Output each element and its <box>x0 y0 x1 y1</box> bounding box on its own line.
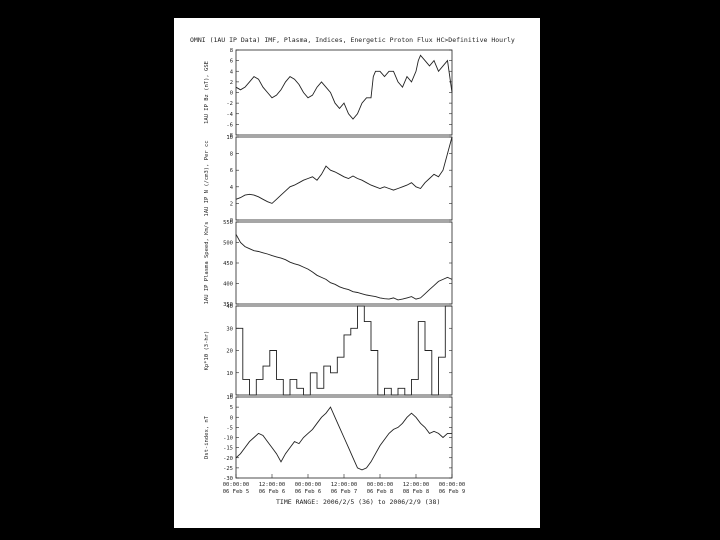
y-tick-label: 500 <box>223 241 233 247</box>
y-tick-label: 6 <box>230 59 233 65</box>
y-tick-label: 400 <box>223 282 233 288</box>
panel-1-frame <box>235 49 453 136</box>
y-tick-label: -2 <box>226 101 233 107</box>
panel-4-series-line <box>236 305 452 396</box>
panel-5: -30 -25 -20 -15 -10 -5 0 5 10 Dst-index, nT <box>204 395 453 482</box>
y-tick-label: -8 <box>226 133 233 139</box>
y-tick-label: 6 <box>230 168 233 174</box>
panel-3-frame <box>235 221 453 305</box>
x-tick-date-label: 06 Feb 6 <box>295 489 322 495</box>
y-tick-label: 0 <box>230 415 233 421</box>
y-tick-label: 10 <box>226 395 233 401</box>
panel-1-series-line <box>235 54 453 120</box>
y-axis-label: 1AU IP N (/cm3), Per cc <box>204 140 210 216</box>
y-tick-label: 0 <box>230 393 233 399</box>
panel-3-series-line <box>235 234 453 301</box>
x-tick-time-label: 00:00:00 <box>367 482 394 488</box>
x-tick-time-label: 12:00:00 <box>403 482 430 488</box>
panel-5-series-line <box>235 406 452 471</box>
panel-2: 0 2 4 6 8 10 1AU IP N (/cm3), Per cc <box>204 135 453 224</box>
panel-2-series-line <box>235 136 453 204</box>
y-tick-label: 8 <box>230 48 233 54</box>
y-tick-label: -4 <box>226 112 233 118</box>
y-tick-label: -10 <box>223 436 233 442</box>
x-tick-time-label: 00:00:00 <box>223 482 250 488</box>
y-tick-label: -5 <box>226 425 233 431</box>
x-tick-date-label: 08 Feb 8 <box>403 489 430 495</box>
y-tick-label: 2 <box>230 201 233 207</box>
y-axis-label: 1AU IP Plasma Speed, Km/s <box>204 222 210 305</box>
y-tick-label: -15 <box>223 446 233 452</box>
y-axis-label: Kp*10 (3-hr) <box>204 331 210 371</box>
y-tick-label: 10 <box>226 371 233 377</box>
y-tick-label: 0 <box>230 91 233 97</box>
x-tick-date-label: 06 Feb 7 <box>331 489 358 495</box>
panel-1: -8 -6 -4 -2 0 2 4 6 8 1AU IP Bz (nT), GSE <box>204 48 453 139</box>
figure-sheet <box>174 18 540 528</box>
y-tick-label: 550 <box>223 220 233 226</box>
y-tick-label: 30 <box>226 326 233 332</box>
y-tick-label: 2 <box>230 80 233 86</box>
panel-2-frame <box>235 136 453 221</box>
x-tick-date-label: 06 Feb 8 <box>367 489 394 495</box>
x-tick-date-label: 06 Feb 6 <box>259 489 286 495</box>
y-axis-label: Dst-index, nT <box>204 415 210 459</box>
y-tick-label: 0 <box>230 218 233 224</box>
y-tick-label: 4 <box>230 69 234 75</box>
y-tick-label: 40 <box>226 304 233 310</box>
y-tick-label: 10 <box>226 135 233 141</box>
figure-title: OMNI (1AU IP Data) IMF, Plasma, Indices,… <box>190 36 515 44</box>
y-tick-label: 20 <box>226 349 233 355</box>
x-tick-date-label: 06 Feb 5 <box>223 489 250 495</box>
x-tick-time-label: 12:00:00 <box>331 482 358 488</box>
y-tick-label: 450 <box>223 261 233 267</box>
x-tick-time-label: 12:00:00 <box>259 482 286 488</box>
time-range-label: TIME RANGE: 2006/2/5 (36) to 2006/2/9 (3… <box>276 498 440 506</box>
y-tick-label: -20 <box>223 456 233 462</box>
y-axis-label: 1AU IP Bz (nT), GSE <box>204 61 210 124</box>
y-tick-label: -6 <box>226 122 233 128</box>
y-tick-label: 350 <box>223 302 233 308</box>
x-tick-time-label: 00:00:00 <box>439 482 466 488</box>
y-tick-label: 4 <box>230 185 234 191</box>
y-tick-label: 5 <box>230 405 233 411</box>
x-tick-date-label: 06 Feb 9 <box>439 489 466 495</box>
y-tick-label: -30 <box>223 476 233 482</box>
y-tick-label: -25 <box>223 466 233 472</box>
y-tick-label: 8 <box>230 152 233 158</box>
x-tick-time-label: 00:00:00 <box>295 482 322 488</box>
